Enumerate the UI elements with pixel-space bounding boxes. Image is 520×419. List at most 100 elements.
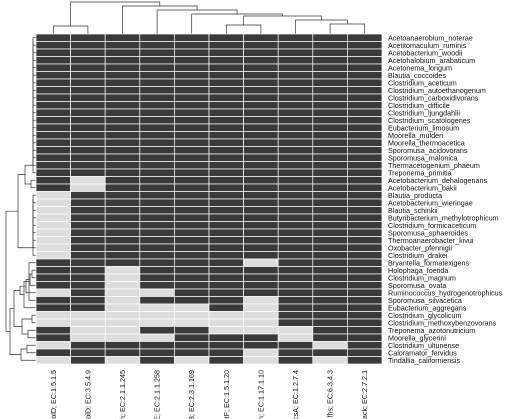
heatmap-cell [243, 213, 279, 222]
heatmap-cell [139, 341, 175, 350]
heatmap-cell [347, 71, 383, 80]
heatmap-cell [277, 176, 314, 185]
heatmap-cell [70, 116, 106, 125]
heatmap-cell [277, 258, 314, 267]
heatmap-cell [70, 146, 106, 155]
heatmap-cell [312, 41, 348, 50]
heatmap-cell [70, 138, 106, 147]
heatmap-cell [104, 348, 141, 357]
heatmap-cell [312, 266, 348, 275]
heatmap-cell [104, 183, 141, 192]
heatmap-cell [277, 333, 314, 342]
heatmap-cell [208, 341, 244, 350]
heatmap-cell [243, 356, 279, 365]
heatmap-cell [277, 198, 314, 207]
heatmap-cell [312, 138, 348, 147]
heatmap-cell [243, 101, 279, 110]
heatmap-cell [139, 288, 175, 297]
heatmap-cell [70, 273, 106, 282]
heatmap-cell [347, 86, 383, 95]
heatmap-cell [277, 191, 314, 200]
heatmap-cell [277, 266, 314, 275]
heatmap-cell [208, 176, 244, 185]
heatmap-cell [174, 288, 210, 297]
heatmap-cell [104, 138, 141, 147]
heatmap-cell [104, 131, 141, 140]
heatmap-cell [208, 348, 244, 357]
heatmap-cell [312, 281, 348, 290]
heatmap-cell [174, 198, 210, 207]
heatmap-cell [277, 146, 314, 155]
heatmap-cell [243, 161, 279, 170]
heatmap-cell [243, 333, 279, 342]
heatmap-cell [104, 326, 141, 335]
heatmap-cell [208, 213, 244, 222]
heatmap-cell [347, 63, 383, 72]
heatmap-cell [347, 311, 383, 320]
heatmap-cell [347, 131, 383, 140]
heatmap-cell [208, 221, 244, 230]
column-dendrogram-branch [191, 13, 283, 34]
heatmap-cell [208, 266, 244, 275]
heatmap-cell [347, 153, 383, 162]
heatmap-cell [208, 48, 244, 57]
heatmap-cell [174, 251, 210, 260]
column-dendrogram-branch [243, 15, 322, 25]
heatmap-cell [312, 213, 348, 222]
heatmap-cell [104, 356, 141, 365]
heatmap-cell [70, 356, 106, 365]
heatmap-cell [70, 191, 106, 200]
row-labels: Acetoanaerobium_noteraeAcetitomaculum_ru… [388, 33, 503, 365]
heatmap-cell [35, 258, 71, 267]
heatmap-cell [104, 243, 141, 252]
heatmap-cell [277, 168, 314, 177]
heatmap-cell [35, 288, 71, 297]
heatmap-cell [347, 266, 383, 275]
heatmap-cell [312, 33, 348, 42]
heatmap-cell [174, 191, 210, 200]
heatmap-cell [277, 71, 314, 80]
row-dendrogram-branch [21, 318, 32, 335]
heatmap-cell [243, 191, 279, 200]
heatmap-cell [312, 48, 348, 57]
heatmap-cell [35, 213, 71, 222]
row-label: Thermoanaerobacter_kivui [388, 236, 474, 245]
column-dendrogram-branch [70, 1, 161, 26]
heatmap-cell [312, 153, 348, 162]
heatmap-cell [347, 101, 383, 110]
row-label: Acetobacterium_dehalogenans [388, 176, 488, 185]
column-labels: folD; EC:1.5.1.5 folD; EC:3.5.4.9 cdh; EC:… [49, 370, 369, 419]
heatmap-cell [70, 221, 106, 230]
row-label: Clostridium_scatologenes [388, 116, 471, 125]
heatmap-cell [35, 318, 71, 327]
heatmap-cell [347, 341, 383, 350]
heatmap-cell [208, 326, 244, 335]
heatmap-cell [35, 48, 71, 57]
heatmap-cell [70, 198, 106, 207]
heatmap-cell [208, 236, 244, 245]
heatmap-cell [208, 281, 244, 290]
heatmap-cell [174, 326, 210, 335]
heatmap-cell [35, 191, 71, 200]
row-dendrogram-branch [30, 179, 36, 189]
column-dendrogram-branch [295, 19, 348, 34]
row-label: Moorella_thermoacetica [388, 138, 465, 147]
column-dendrogram-branch [156, 9, 238, 34]
heatmap-cell [104, 123, 141, 132]
heatmap-cell [139, 206, 175, 215]
heatmap-cell [139, 296, 175, 305]
row-label: Acetobacterium_wieringae [388, 198, 473, 207]
heatmap-cell [35, 33, 71, 42]
heatmap-cell [70, 341, 106, 350]
row-label: Clostridium_methoxybenzovorans [388, 318, 497, 327]
heatmap-cell [70, 101, 106, 110]
heatmap-cell [312, 176, 348, 185]
heatmap-cells [35, 33, 383, 365]
heatmap-cell [139, 108, 175, 117]
heatmap-cell [70, 176, 106, 185]
heatmap-cell [104, 146, 141, 155]
heatmap-cell [243, 341, 279, 350]
row-label: Sporomusa_malonica [388, 153, 458, 162]
heatmap-cell [277, 213, 314, 222]
heatmap-cell [35, 333, 71, 342]
